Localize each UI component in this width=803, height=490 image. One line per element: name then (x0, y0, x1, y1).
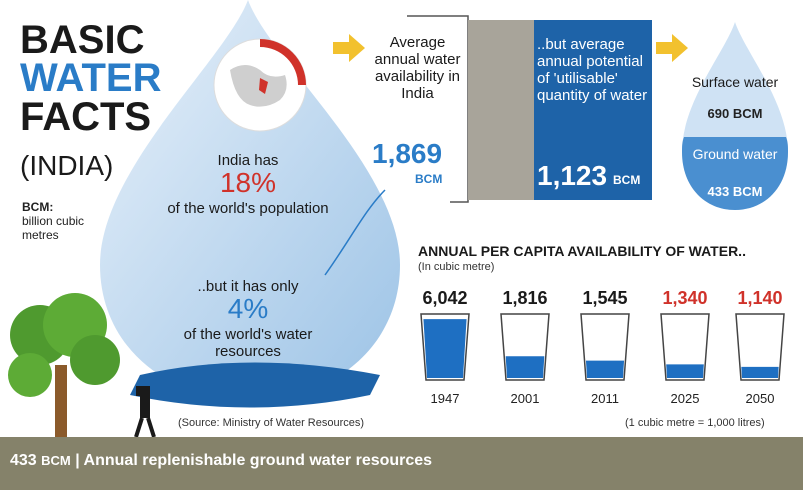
title-line-3: FACTS (20, 95, 152, 139)
glass-year: 2001 (510, 391, 540, 406)
glass-outline (735, 313, 785, 381)
ground-water-label: Ground water (692, 146, 778, 162)
source-note: (Source: Ministry of Water Resources) (178, 417, 365, 429)
title-line-4: (INDIA) (20, 150, 114, 181)
utilisable-label: ..but average annual potential of 'utili… (537, 36, 648, 104)
ground-water-value: 433 BCM (707, 184, 763, 199)
water-glass-icon (580, 313, 630, 381)
glass-value: 1,545 (582, 288, 628, 308)
glass-water-fill (505, 356, 545, 378)
glass-outline (420, 313, 470, 381)
glass-water-fill (741, 366, 779, 378)
world-water-text: of the world's water resources (183, 326, 313, 360)
bottom-banner-text: 433 BCM | Annual replenishable ground wa… (10, 452, 432, 470)
glass-outline (580, 313, 630, 381)
glass-value: 6,042 (422, 288, 468, 308)
per-capita-unit: (In cubic metre) (418, 261, 495, 273)
glass-year: 1947 (430, 391, 460, 406)
title-line-1: BASIC (20, 18, 145, 62)
glass-outline (500, 313, 550, 381)
arrow-right-icon (656, 34, 688, 62)
glass-column: 6,042 1947 (415, 288, 475, 406)
glass-value: 1,340 (662, 288, 708, 308)
small-water-drop (682, 22, 788, 210)
tree-illustration (8, 293, 120, 437)
glass-value: 1,816 (502, 288, 548, 308)
unit-conversion-note: (1 cubic metre = 1,000 litres) (625, 417, 765, 429)
bottom-banner (0, 437, 803, 490)
per-capita-title: ANNUAL PER CAPITA AVAILABILITY OF WATER.… (418, 243, 746, 259)
glass-year: 2050 (745, 391, 775, 406)
water-glass-icon (420, 313, 470, 381)
surface-water-value: 690 BCM (707, 106, 763, 121)
availability-label: Average annual water availability in Ind… (374, 34, 461, 102)
water-glass-icon (500, 313, 550, 381)
glass-year: 2011 (591, 391, 619, 406)
glass-column: 1,140 2050 (730, 288, 790, 406)
but-only-text: ..but it has only (197, 278, 299, 295)
population-percent: 18% (219, 167, 277, 198)
arrow-right-icon (333, 34, 365, 62)
ground-resource-description: | Annual replenishable ground water reso… (75, 452, 433, 469)
water-percent: 4% (227, 293, 269, 324)
title-line-2: WATER (20, 56, 162, 100)
glass-outline (660, 313, 710, 381)
world-population-text: of the world's population (167, 200, 329, 217)
bcm-legend-definition: billion cubic metres (22, 214, 85, 242)
water-drop-illustration (100, 0, 400, 408)
bcm-legend-key: BCM: (22, 200, 54, 214)
india-has-text: India has (217, 152, 279, 169)
ground-resource-unit: BCM (41, 453, 71, 468)
glass-column: 1,545 2011 (575, 288, 635, 406)
glass-column: 1,340 2025 (655, 288, 715, 406)
availability-value: 1,869 (372, 138, 443, 169)
photographer-illustration (134, 386, 156, 437)
ground-resource-value: 433 (10, 452, 37, 469)
glass-value: 1,140 (737, 288, 783, 308)
availability-unit: BCM (415, 172, 443, 186)
utilisable-unit: BCM (613, 173, 641, 187)
water-glass-icon (735, 313, 785, 381)
glass-water-fill (423, 319, 467, 378)
utilisable-value: 1,123 (537, 160, 608, 191)
water-glass-icon (660, 313, 710, 381)
non-utilisable-bar (468, 20, 534, 200)
glass-water-fill (585, 360, 625, 378)
glass-water-fill (666, 364, 704, 378)
utilisable-box (534, 20, 652, 200)
glass-column: 1,816 2001 (495, 288, 555, 406)
surface-water-label: Surface water (691, 74, 779, 90)
glass-year: 2025 (670, 391, 700, 406)
